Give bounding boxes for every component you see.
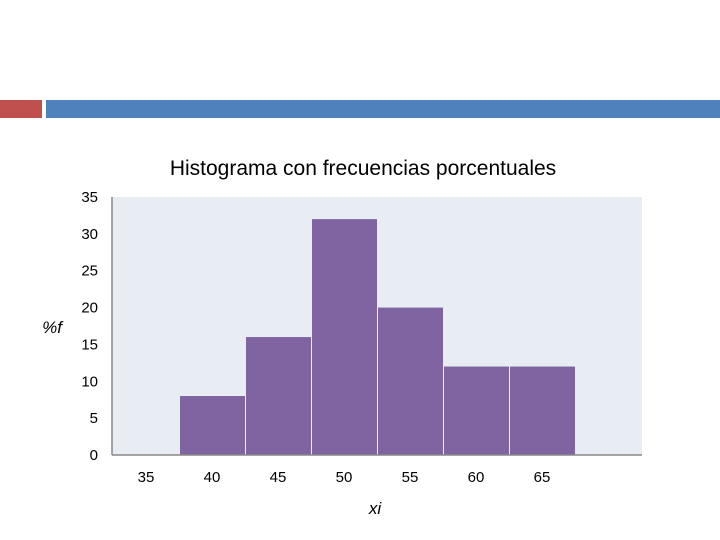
- x-tick-label: 35: [138, 469, 155, 486]
- x-axis-label: xi: [368, 499, 383, 518]
- y-axis-label: %f: [42, 318, 64, 337]
- y-tick-label: 20: [81, 300, 98, 317]
- x-tick-label: 45: [270, 469, 287, 486]
- x-tick-label: 40: [204, 469, 221, 486]
- y-tick-label: 30: [81, 226, 98, 243]
- y-tick-label: 25: [81, 263, 98, 280]
- y-tick-label: 0: [90, 447, 98, 464]
- x-tick-label: 65: [534, 469, 551, 486]
- y-tick-label: 35: [81, 189, 98, 206]
- accent-bar-blue: [46, 100, 720, 118]
- x-tick-label: 50: [336, 469, 353, 486]
- x-tick-labels: 35 40 45 50 55 60 65: [138, 469, 551, 486]
- histogram-bar: [378, 307, 443, 455]
- y-tick-label: 10: [81, 373, 98, 390]
- accent-bar-red: [0, 100, 42, 118]
- histogram-bar: [246, 337, 311, 455]
- y-tick-label: 5: [90, 410, 98, 427]
- bars-group: [180, 219, 575, 455]
- y-tick-labels: 0 5 10 15 20 25 30 35: [81, 189, 98, 464]
- histogram-bar: [444, 366, 509, 455]
- x-tick-label: 55: [402, 469, 419, 486]
- x-tick-label: 60: [468, 469, 485, 486]
- histogram-bar: [180, 396, 245, 455]
- y-tick-label: 15: [81, 336, 98, 353]
- chart-title: Histograma con frecuencias porcentuales: [170, 157, 556, 180]
- histogram-bar: [510, 366, 575, 455]
- histogram-bar: [312, 219, 377, 455]
